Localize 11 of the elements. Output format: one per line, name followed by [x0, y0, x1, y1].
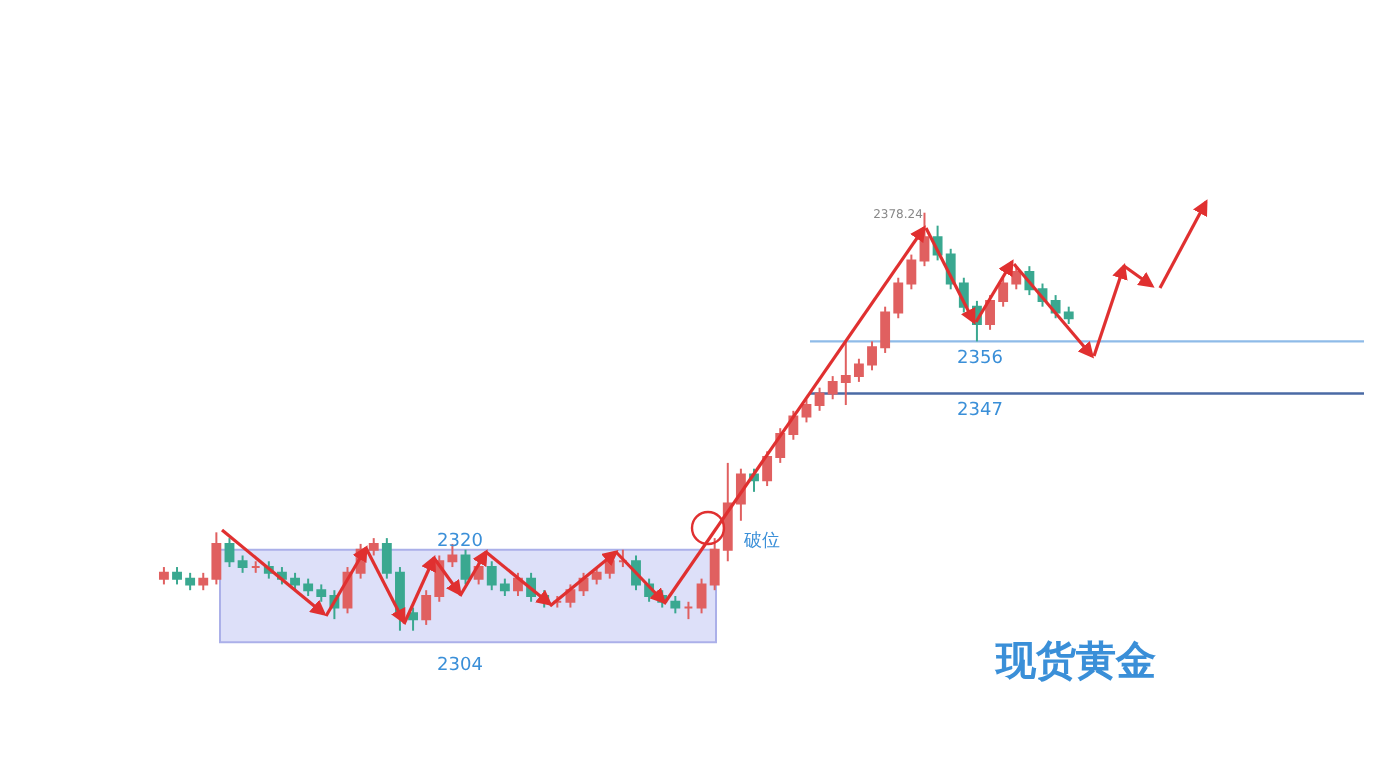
annotation: 破位	[742, 530, 780, 552]
candlestick	[224, 537, 235, 569]
annotation: 2320	[437, 531, 484, 552]
annotation: 2304	[437, 656, 484, 677]
ref-line-label: 2356	[957, 349, 1004, 370]
candlestick	[408, 606, 418, 632]
candlestick	[460, 548, 471, 586]
candlestick	[696, 577, 707, 615]
annotation: 现货黄金	[994, 636, 1156, 684]
candlestick	[801, 398, 812, 424]
ref-line-label: 2347	[957, 401, 1003, 422]
